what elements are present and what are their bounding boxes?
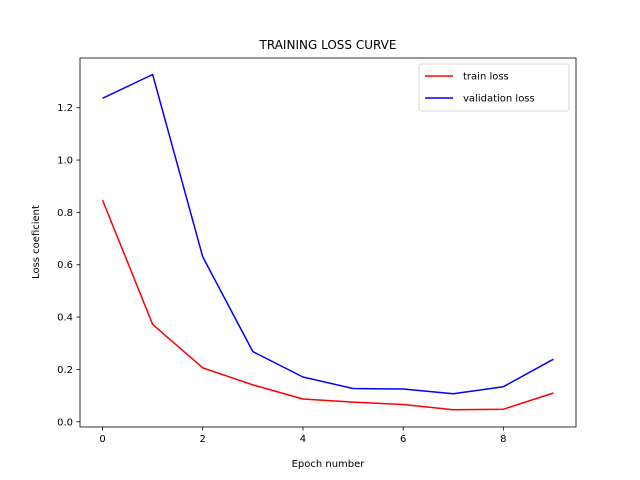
legend: train loss validation loss <box>418 63 570 112</box>
y-tick-label: 0.4 <box>57 313 73 324</box>
legend-box <box>418 63 570 112</box>
series-line-0 <box>101 199 554 411</box>
legend-label-0: train loss <box>463 72 509 83</box>
y-tick-label: 0.6 <box>57 260 73 271</box>
y-tick-label: 0.0 <box>57 417 73 428</box>
y-tick-label: 0.8 <box>57 208 73 219</box>
x-tick-label: 2 <box>200 434 206 445</box>
y-axis-label: Loss coeficient <box>31 205 42 279</box>
axes-frame <box>79 57 577 428</box>
plot-area: 0 2 4 6 8 0.0 0.2 0.4 0.6 0.8 1.0 1.2 <box>57 57 577 445</box>
y-tick-label: 0.2 <box>57 365 73 376</box>
legend-label-1: validation loss <box>463 94 535 105</box>
x-tick-label: 4 <box>300 434 306 445</box>
y-tick-label: 1.2 <box>57 103 73 114</box>
y-tick-label: 1.0 <box>57 156 73 167</box>
chart-title: TRAINING LOSS CURVE <box>259 38 397 52</box>
x-axis-label: Epoch number <box>292 459 366 470</box>
series-line-1 <box>102 73 554 395</box>
x-tick-label: 6 <box>400 434 406 445</box>
x-tick-label: 8 <box>500 434 506 445</box>
x-tick-label: 0 <box>99 434 105 445</box>
